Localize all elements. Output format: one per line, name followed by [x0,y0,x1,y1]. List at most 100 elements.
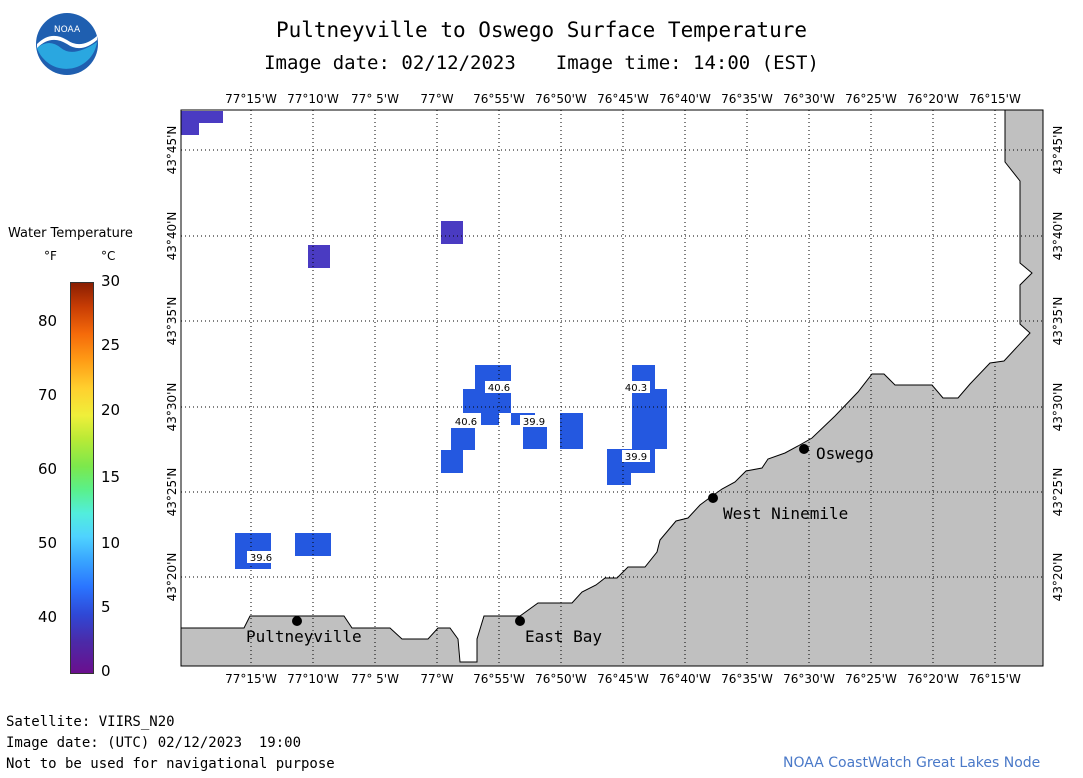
legend-tick-c: 15 [101,468,121,486]
map-frame [180,109,1044,667]
legend-tick-f: 40 [38,608,58,626]
place-dot [799,444,809,454]
reading-label: 39.9 [625,452,647,463]
temperature-pixel [208,111,223,123]
lat-label: 43°40'N [165,212,179,261]
lat-label: 43°25'N [1051,468,1065,517]
lon-label: 76°15'W [969,92,1021,106]
lat-label: 43°45'N [165,126,179,175]
temperature-pixel [181,111,208,123]
legend-tick-f: 50 [38,534,58,552]
lon-label: 76°40'W [659,672,711,686]
reading-label: 39.6 [250,553,272,564]
legend-unit-c: °C [101,249,116,263]
lon-label: 77° 5'W [351,92,399,106]
reading-labels: 40.6 40.6 39.9 40.3 39.9 39.6 [247,381,650,564]
legend-tick-f: 70 [38,386,58,404]
lon-label: 76°20'W [907,672,959,686]
reading-label: 40.3 [625,383,647,394]
legend-tick-f: 60 [38,460,58,478]
temperature-pixel [523,425,547,449]
lon-label: 76°30'W [783,92,835,106]
lat-label: 43°20'N [165,553,179,602]
lon-label: 76°20'W [907,92,959,106]
lon-label: 76°50'W [535,92,587,106]
lon-label: 76°55'W [473,92,525,106]
disclaimer: Not to be used for navigational purpose [6,756,335,772]
lon-label: 77° 5'W [351,672,399,686]
temperature-pixel [632,389,667,449]
place-label: Oswego [816,444,874,463]
place-label: Pultneyville [246,627,362,646]
svg-text:NOAA: NOAA [54,25,81,35]
lon-label: 77°15'W [225,92,277,106]
lon-label: 77°W [420,92,453,106]
reading-label: 39.9 [523,417,545,428]
temperature-pixel [560,413,583,449]
lon-label: 76°40'W [659,92,711,106]
legend-tick-c: 0 [101,662,111,680]
temperature-pixels [181,111,667,569]
lon-label: 76°55'W [473,672,525,686]
image-time: Image time: 14:00 (EST) [555,52,819,74]
temperature-pixel [308,245,330,268]
legend-tick-c: 30 [101,272,121,290]
lat-label: 43°40'N [1051,212,1065,261]
lon-label: 76°25'W [845,672,897,686]
image-date: Image date: 02/12/2023 [264,52,516,74]
lon-label: 76°35'W [721,672,773,686]
noaa-logo: NOAA [36,13,98,75]
temperature-pixel [181,123,199,135]
place-label: West Ninemile [723,504,848,523]
lat-label: 43°35'N [1051,297,1065,346]
temperature-pixel [441,450,463,473]
credit: NOAA CoastWatch Great Lakes Node [783,755,1041,771]
temperature-pixel [451,428,475,450]
lat-label: 43°25'N [165,468,179,517]
temperature-pixel [481,413,499,425]
lat-label: 43°30'N [165,383,179,432]
satellite-info: Satellite: VIIRS_N20 [6,714,175,730]
legend-tick-f: 80 [38,312,58,330]
legend-tick-c: 25 [101,336,121,354]
lat-labels-right: 43°45'N 43°40'N 43°35'N 43°30'N 43°25'N … [1051,126,1065,602]
place-markers: Pultneyville East Bay West Ninemile Oswe… [246,444,874,646]
legend-unit-f: °F [44,249,57,263]
reading-label: 40.6 [488,383,510,394]
temperature-colorbar [70,282,94,674]
map-title: Pultneyville to Oswego Surface Temperatu… [275,18,807,42]
lon-label: 77°W [420,672,453,686]
lon-labels-bottom: 77°15'W 77°10'W 77° 5'W 77°W 76°55'W 76°… [225,672,1021,686]
lon-label: 76°25'W [845,92,897,106]
lon-label: 76°45'W [597,92,649,106]
lon-label: 76°45'W [597,672,649,686]
temperature-pixel [441,221,463,244]
lon-label: 77°10'W [287,672,339,686]
lat-label: 43°30'N [1051,383,1065,432]
lon-labels-top: 77°15'W 77°10'W 77° 5'W 77°W 76°55'W 76°… [225,92,1021,106]
land-area [180,109,1044,667]
lat-labels-left: 43°45'N 43°40'N 43°35'N 43°30'N 43°25'N … [165,126,179,602]
lon-label: 76°50'W [535,672,587,686]
legend-title: Water Temperature [8,226,133,241]
legend-tick-c: 5 [101,598,111,616]
place-label: East Bay [525,627,602,646]
lat-label: 43°45'N [1051,126,1065,175]
place-dot [292,616,302,626]
legend-tick-c: 20 [101,401,121,419]
utc-date-info: Image date: (UTC) 02/12/2023 19:00 [6,735,302,751]
temperature-pixel [295,533,331,556]
legend-tick-c: 10 [101,534,121,552]
reading-label: 40.6 [455,417,477,428]
graticule [181,110,1043,666]
lat-label: 43°20'N [1051,553,1065,602]
map-subtitle: Image date: 02/12/2023 Image time: 14:00 … [0,52,1083,74]
lon-label: 76°30'W [783,672,835,686]
lon-label: 76°15'W [969,672,1021,686]
lon-label: 77°10'W [287,92,339,106]
place-dot [515,616,525,626]
lat-label: 43°35'N [165,297,179,346]
lon-label: 76°35'W [721,92,773,106]
lon-label: 77°15'W [225,672,277,686]
